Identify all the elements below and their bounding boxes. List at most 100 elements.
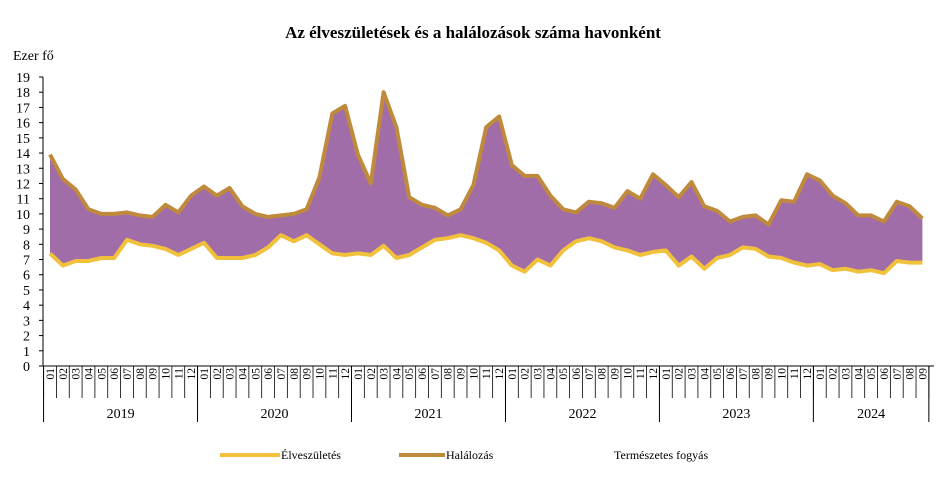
x-tick-label: 10 [776, 368, 788, 380]
x-tick-label: 05 [558, 368, 570, 380]
x-tick-label: 01 [815, 368, 827, 380]
data-line-layer [48, 90, 924, 276]
y-tick-label: 12 [16, 177, 30, 192]
x-tick-label: 08 [289, 368, 301, 380]
y-tick-label: 14 [16, 147, 30, 162]
x-tick-label: 05 [404, 368, 416, 380]
x-tick-label: 09 [302, 368, 314, 380]
x-tick-label: 09 [917, 368, 929, 380]
x-tick-label: 06 [879, 368, 891, 380]
y-tick-label: 16 [16, 117, 30, 132]
x-tick-label: 11 [173, 368, 185, 379]
legend-label-elveszuletes: Élveszületés [281, 448, 341, 462]
x-tick-label: 06 [417, 368, 429, 380]
y-tick-label: 18 [16, 86, 30, 101]
x-tick-label: 12 [802, 368, 814, 380]
x-tick-label: 04 [391, 368, 403, 380]
x-tick-label: 08 [905, 368, 917, 380]
x-tick-label: 02 [212, 368, 224, 380]
y-tick-label: 1 [23, 345, 30, 360]
x-tick-label: 06 [725, 368, 737, 380]
area-termeszetes-fogyas [50, 92, 923, 274]
x-tick-label: 02 [520, 368, 532, 380]
y-tick-label: 8 [23, 238, 30, 253]
x-tick-label: 02 [674, 368, 686, 380]
x-tick-label: 09 [610, 368, 622, 380]
legend-label-termeszetes-fogyas: Természetes fogyás [614, 448, 708, 462]
x-tick-label: 08 [135, 368, 147, 380]
year-label: 2022 [568, 407, 596, 422]
x-tick-label: 01 [353, 368, 365, 380]
x-tick-label: 07 [892, 368, 904, 380]
x-tick-label: 03 [687, 368, 699, 380]
x-tick-label: 04 [83, 368, 95, 380]
y-tick-label: 0 [23, 360, 30, 375]
y-tick-label: 4 [23, 299, 30, 314]
year-label: 2021 [414, 407, 442, 422]
x-tick-label: 04 [237, 368, 249, 380]
x-tick-label: 01 [199, 368, 211, 380]
x-tick-labels: 01 02 03 04 05 06 07 08 09 10 11 12 01 02 03 04 05 06 07 08… [45, 368, 929, 380]
x-tick-label: 07 [584, 368, 596, 380]
year-label: 2023 [722, 407, 750, 422]
x-tick-label: 11 [789, 368, 801, 379]
x-tick-label: 11 [635, 368, 647, 379]
x-tick-label: 04 [853, 368, 865, 380]
y-tick-label: 2 [23, 330, 30, 345]
x-tick-label: 07 [738, 368, 750, 380]
x-tick-label: 09 [148, 368, 160, 380]
x-tick-label: 07 [276, 368, 288, 380]
x-tick-label: 12 [648, 368, 660, 380]
x-tick-label: 01 [507, 368, 519, 380]
x-tick-label: 01 [45, 368, 57, 380]
y-tick-label: 5 [23, 284, 30, 299]
x-tick-label: 09 [763, 368, 775, 380]
y-tick-label: 7 [23, 254, 30, 269]
x-tick-label: 04 [545, 368, 557, 380]
x-tick-label: 02 [58, 368, 70, 380]
x-tick-label: 03 [840, 368, 852, 380]
y-tick-label: 13 [16, 162, 30, 177]
line-halalozas [48, 90, 924, 227]
line-elveszuletes [48, 233, 923, 276]
x-tick-label: 03 [71, 368, 83, 380]
x-tick-label: 10 [622, 368, 634, 380]
legend-label-halalozas: Halálozás [446, 448, 494, 462]
y-tick-label: 17 [16, 101, 30, 116]
x-tick-label: 03 [225, 368, 237, 380]
x-tick-label: 09 [456, 368, 468, 380]
year-label: 2019 [107, 407, 135, 422]
legend: Élveszületés Halálozás Természetes fogyá… [220, 448, 708, 462]
y-tick-label: 9 [23, 223, 30, 238]
x-tick-label: 08 [751, 368, 763, 380]
axes [39, 76, 934, 422]
y-tick-label: 10 [16, 208, 30, 223]
x-tick-label: 10 [468, 368, 480, 380]
x-tick-label: 05 [712, 368, 724, 380]
x-tick-label: 05 [250, 368, 262, 380]
x-tick-label: 07 [122, 368, 134, 380]
x-tick-label: 10 [160, 368, 172, 380]
x-tick-label: 01 [661, 368, 673, 380]
x-tick-label: 12 [340, 368, 352, 380]
x-tick-label: 04 [699, 368, 711, 380]
y-tick-label: 15 [16, 132, 30, 147]
y-tick-label: 11 [17, 193, 30, 208]
x-tick-label: 06 [263, 368, 275, 380]
x-tick-label: 08 [597, 368, 609, 380]
x-tick-label: 02 [828, 368, 840, 380]
x-tick-label: 08 [443, 368, 455, 380]
x-tick-label: 07 [430, 368, 442, 380]
x-tick-label: 03 [379, 368, 391, 380]
chart-title: Az élveszületések és a halálozások száma… [285, 23, 661, 42]
x-tick-label: 12 [186, 368, 198, 380]
x-tick-label: 11 [327, 368, 339, 379]
y-tick-label: 6 [23, 269, 30, 284]
x-tick-label: 06 [109, 368, 121, 380]
x-tick-label: 03 [533, 368, 545, 380]
x-tick-label: 10 [314, 368, 326, 380]
year-label: 2020 [261, 407, 289, 422]
x-tick-label: 11 [481, 368, 493, 379]
